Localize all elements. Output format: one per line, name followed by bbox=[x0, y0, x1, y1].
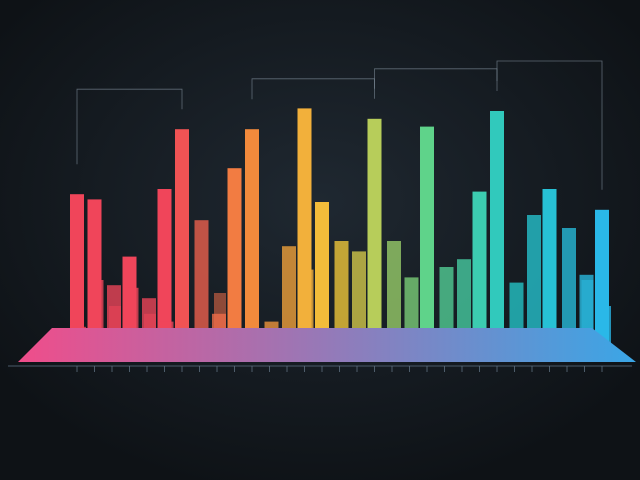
bar-series-2-13 bbox=[282, 246, 296, 345]
chart-platform bbox=[18, 328, 636, 362]
bar-series-1-10 bbox=[227, 168, 242, 345]
bar-series-2-16 bbox=[334, 241, 349, 345]
bar-series-1-1 bbox=[70, 194, 84, 345]
bar-series-2-14 bbox=[299, 269, 314, 345]
bar-series-2-8 bbox=[194, 220, 209, 345]
bar-series-1-7 bbox=[175, 129, 189, 345]
connector-line-4 bbox=[496, 60, 603, 190]
x-axis-ticks bbox=[76, 366, 603, 372]
bar-series-2-27 bbox=[527, 215, 541, 345]
bars-group bbox=[70, 108, 611, 346]
bar-series-2-23 bbox=[457, 259, 471, 345]
bar-series-1-25 bbox=[490, 111, 504, 345]
bar-series-1-11 bbox=[245, 129, 259, 345]
bar-series-2-29 bbox=[562, 228, 576, 345]
bar-series-1-18 bbox=[367, 118, 382, 345]
bar-series-2-22 bbox=[439, 267, 454, 345]
bar-series-2-19 bbox=[387, 241, 401, 345]
bar-series-1-24 bbox=[472, 191, 487, 345]
connector-line-1 bbox=[76, 88, 183, 165]
bar-series-1-6 bbox=[157, 189, 172, 345]
bar-series-1-21 bbox=[420, 126, 434, 345]
bar-series-2-17 bbox=[352, 251, 366, 345]
bar-series-1-28 bbox=[542, 189, 557, 345]
bar-series-1-15 bbox=[315, 202, 329, 345]
annotation-connectors bbox=[76, 60, 603, 190]
